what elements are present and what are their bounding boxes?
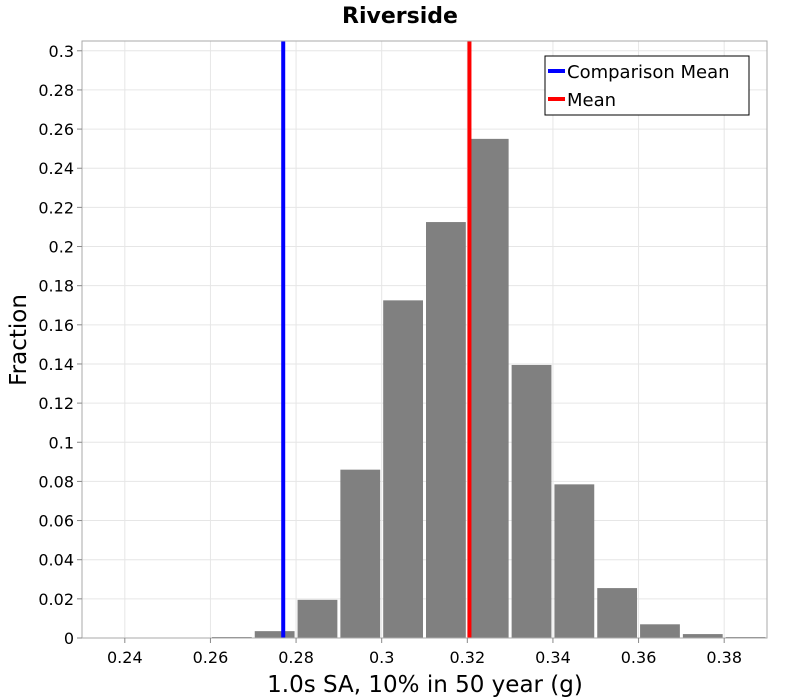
histogram-bar	[511, 364, 552, 638]
x-tick-label: 0.36	[621, 648, 657, 667]
histogram-bar	[597, 588, 638, 638]
y-tick-label: 0.2	[49, 238, 74, 257]
y-tick-label: 0.22	[38, 198, 74, 217]
x-axis-label: 1.0s SA, 10% in 50 year (g)	[267, 672, 583, 698]
x-tick-label: 0.34	[535, 648, 571, 667]
x-tick-label: 0.3	[369, 648, 394, 667]
histogram-bar	[340, 469, 381, 638]
y-tick-label: 0.12	[38, 394, 74, 413]
y-axis-ticks: 0 0.02 0.04 0.06 0.08 0.1 0.12 0.14 0.16 0.18 0.2 0…	[38, 42, 82, 648]
histogram-bar	[468, 138, 509, 639]
x-tick-label: 0.28	[278, 648, 314, 667]
x-tick-label: 0.32	[450, 648, 486, 667]
y-tick-label: 0.18	[38, 277, 74, 296]
legend-label: Comparison Mean	[567, 62, 730, 83]
y-tick-label: 0.16	[38, 316, 74, 335]
y-tick-label: 0.04	[38, 551, 74, 570]
y-tick-label: 0.06	[38, 512, 74, 531]
x-tick-label: 0.26	[193, 648, 229, 667]
y-tick-label: 0.24	[38, 159, 74, 178]
histogram-bar	[554, 484, 595, 638]
x-tick-label: 0.38	[706, 648, 742, 667]
histogram-bar	[426, 222, 466, 638]
grid	[82, 41, 767, 639]
x-tick-label: 0.24	[107, 648, 143, 667]
y-tick-label: 0.08	[38, 472, 74, 491]
y-tick-label: 0.1	[49, 433, 74, 452]
y-tick-label: 0.3	[49, 42, 74, 61]
bars	[211, 138, 766, 639]
y-tick-label: 0	[64, 629, 74, 648]
mean-lines	[281, 41, 472, 638]
legend-box	[544, 55, 750, 116]
histogram-bar	[682, 634, 723, 638]
plot-frame	[81, 40, 768, 639]
y-tick-label: 0.28	[38, 81, 74, 100]
plot-area	[82, 41, 767, 638]
histogram-bar	[254, 631, 295, 638]
x-axis-ticks: 0.24 0.26 0.28 0.3 0.32 0.34 0.36 0.38	[107, 638, 742, 667]
y-tick-label: 0.14	[38, 355, 74, 374]
histogram-bar	[383, 300, 423, 638]
histogram-bar	[640, 624, 680, 638]
chart-title: Riverside	[342, 4, 458, 29]
histogram-bar	[297, 599, 338, 638]
y-tick-label: 0.02	[38, 590, 74, 609]
legend: Comparison Mean Mean	[544, 55, 750, 116]
y-axis-label: Fraction	[6, 294, 32, 386]
legend-label: Mean	[567, 90, 616, 111]
y-tick-label: 0.26	[38, 120, 74, 139]
